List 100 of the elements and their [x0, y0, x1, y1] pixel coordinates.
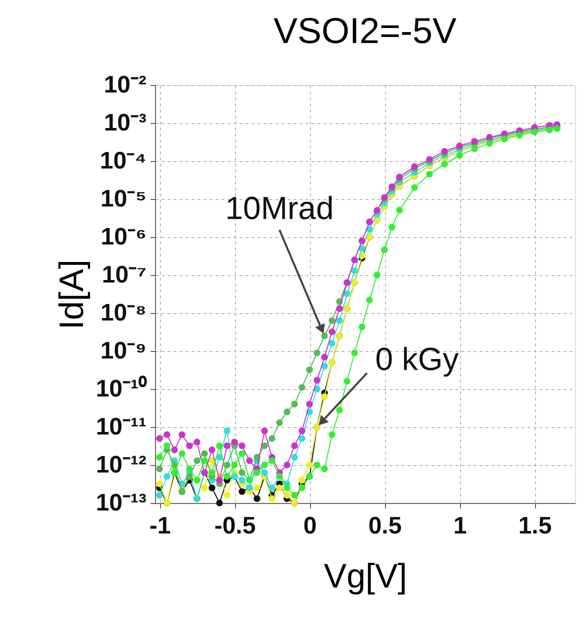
y-axis-title: Id[A]: [52, 260, 91, 330]
point: [291, 492, 298, 499]
point: [238, 488, 246, 495]
point: [156, 492, 163, 499]
point: [216, 442, 223, 450]
point: [164, 442, 170, 450]
point: [216, 476, 223, 484]
x-tick-label: 0.5: [368, 512, 402, 540]
y-tick-label: 10⁻⁹: [100, 338, 146, 364]
point: [306, 366, 313, 374]
point: [284, 408, 290, 416]
point: [246, 457, 253, 464]
y-tick-label: 10⁻⁵: [100, 186, 146, 212]
y-tick-label: 10⁻¹³: [96, 490, 146, 516]
point: [314, 462, 320, 468]
point: [411, 184, 418, 191]
point: [238, 442, 246, 450]
point: [186, 466, 193, 472]
point: [208, 469, 216, 476]
y-tick-label: 10⁻⁸: [100, 300, 146, 326]
point: [254, 484, 260, 492]
point: [164, 431, 170, 438]
point: [261, 428, 268, 434]
annotation: 0 kGy: [375, 341, 459, 377]
point: [396, 206, 403, 214]
point: [291, 400, 298, 408]
point: [381, 246, 388, 254]
y-tick-label: 10⁻¹⁰: [96, 376, 148, 402]
point: [224, 492, 230, 499]
point: [268, 484, 276, 492]
y-tick-label: 10⁻¹¹: [96, 414, 146, 440]
point: [171, 446, 178, 454]
point: [291, 454, 298, 461]
point: [321, 354, 328, 360]
x-tick-label: -1: [149, 512, 171, 540]
point: [201, 450, 208, 457]
point: [268, 457, 276, 464]
y-tick-label: 10⁻²: [104, 72, 147, 98]
point: [321, 393, 328, 400]
point: [344, 378, 350, 385]
point: [254, 495, 260, 502]
x-tick-label: 1.5: [518, 512, 552, 540]
point: [328, 328, 336, 336]
point: [238, 469, 246, 476]
point: [486, 140, 493, 147]
point: [178, 431, 186, 438]
point: [208, 484, 216, 492]
point: [186, 442, 193, 450]
point: [164, 473, 170, 480]
point: [284, 492, 290, 499]
point: [276, 419, 283, 426]
point: [284, 484, 290, 492]
point: [336, 406, 343, 414]
y-tick-label: 10⁻⁷: [102, 262, 146, 288]
point: [314, 350, 320, 356]
annotation: 10Mrad: [225, 190, 334, 226]
point: [201, 484, 208, 492]
point: [208, 446, 216, 454]
point: [351, 267, 358, 274]
point: [328, 431, 336, 438]
point: [426, 170, 433, 178]
point: [298, 476, 306, 484]
point: [306, 462, 313, 468]
point: [156, 435, 163, 442]
point: [314, 376, 320, 384]
point: [298, 384, 306, 391]
x-tick-label: 1: [453, 512, 467, 540]
point: [156, 480, 163, 488]
point: [224, 442, 230, 450]
point: [238, 476, 246, 484]
point: [351, 350, 358, 356]
point: [224, 428, 230, 434]
x-axis-title: Vg[V]: [324, 558, 408, 596]
point: [284, 462, 290, 468]
point: [456, 152, 463, 159]
y-tick-label: 10⁻³: [104, 110, 147, 136]
point: [321, 466, 328, 472]
point: [261, 469, 268, 476]
point: [374, 272, 380, 278]
point: [261, 462, 268, 468]
point: [344, 290, 350, 298]
point: [396, 174, 403, 180]
point: [321, 332, 328, 340]
point: [298, 428, 306, 434]
point: [268, 495, 276, 502]
x-tick-label: 0: [303, 512, 317, 540]
point: [238, 450, 246, 457]
point: [156, 454, 163, 461]
point: [268, 435, 276, 442]
y-tick-label: 10⁻⁶: [100, 224, 146, 250]
y-tick-label: 10⁻⁴: [100, 148, 146, 174]
point: [298, 435, 306, 442]
point: [201, 457, 208, 464]
point: [328, 317, 336, 324]
point: [298, 484, 306, 492]
point: [471, 145, 478, 152]
point: [276, 484, 283, 492]
point: [366, 296, 373, 304]
point: [336, 305, 343, 312]
point: [358, 324, 366, 330]
